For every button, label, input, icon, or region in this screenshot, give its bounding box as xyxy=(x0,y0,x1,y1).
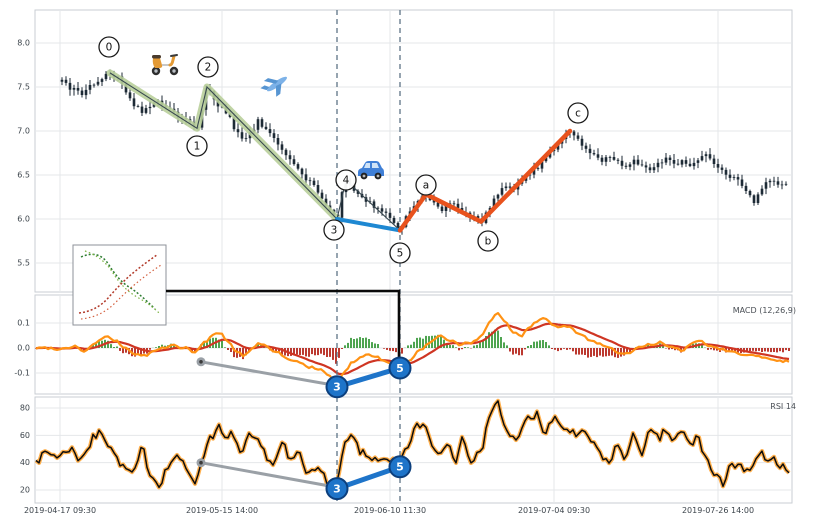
inset-connector-line xyxy=(166,289,401,366)
svg-text:b: b xyxy=(485,236,492,248)
macd-tick-label: 0.1 xyxy=(17,319,30,328)
gray-pointer-macd xyxy=(196,357,334,387)
marker-5-rsi[interactable]: 5 xyxy=(388,455,412,479)
svg-text:c: c xyxy=(575,108,581,120)
svg-text:5: 5 xyxy=(396,461,404,474)
rsi-line xyxy=(35,400,790,489)
svg-text:a: a xyxy=(423,180,429,192)
abc-orange-line xyxy=(397,128,573,233)
wave-3-5-blue-line xyxy=(335,217,402,233)
car-icon xyxy=(358,161,384,180)
svg-text:1: 1 xyxy=(194,141,201,153)
rsi-indicator-label: RSI 14 xyxy=(770,402,796,411)
date-tick-label: 2019-06-10 11:30 xyxy=(354,506,426,515)
airplane-icon xyxy=(260,76,287,97)
wave-label-5[interactable]: 5 xyxy=(389,242,411,264)
date-tick-label: 2019-04-17 09:30 xyxy=(24,506,96,515)
svg-text:5: 5 xyxy=(396,362,404,375)
macd-tick-label: -0.1 xyxy=(14,369,30,378)
svg-text:2: 2 xyxy=(205,62,212,74)
rsi-tick-label: 20 xyxy=(20,486,30,495)
scooter-icon xyxy=(151,54,179,76)
svg-text:5: 5 xyxy=(397,248,404,260)
wave-label-3[interactable]: 3 xyxy=(323,219,345,241)
wave-label-0[interactable]: 0 xyxy=(98,36,120,58)
price-tick-label: 6.5 xyxy=(17,170,30,179)
zigzag-thin-line xyxy=(109,72,401,231)
wave-label-b[interactable]: b xyxy=(477,230,499,252)
overlay-annotations: 3 5 3 5 xyxy=(72,244,412,501)
wave-label-1[interactable]: 1 xyxy=(186,135,208,157)
svg-text:4: 4 xyxy=(343,175,350,187)
price-tick-label: 7.0 xyxy=(17,126,30,135)
svg-text:0: 0 xyxy=(106,42,113,54)
date-tick-label: 2019-07-26 14:00 xyxy=(682,506,754,515)
wave-annotations: 0 1 2 3 4 5 a b c xyxy=(98,36,589,264)
gray-pointer-rsi xyxy=(196,458,334,489)
wave-label-2[interactable]: 2 xyxy=(197,56,219,78)
price-tick-label: 8.0 xyxy=(17,38,30,47)
macd-indicator-label: MACD (12,26,9) xyxy=(732,306,796,315)
date-tick-label: 2019-07-04 09:30 xyxy=(518,506,590,515)
indicator-layer xyxy=(34,312,791,490)
svg-text:3: 3 xyxy=(333,381,341,394)
price-tick-label: 7.5 xyxy=(17,82,30,91)
marker-5-macd[interactable]: 5 xyxy=(388,356,412,380)
macd-line xyxy=(35,312,790,388)
price-tick-label: 5.5 xyxy=(17,258,30,267)
marker-3-rsi[interactable]: 3 xyxy=(325,477,349,501)
macd-signal-line xyxy=(35,322,790,376)
macd-tick-label: 0.0 xyxy=(17,344,30,353)
rsi-tick-label: 40 xyxy=(20,458,30,467)
svg-text:3: 3 xyxy=(333,482,341,495)
inset-thumbnail[interactable] xyxy=(72,244,167,326)
wave-label-4[interactable]: 4 xyxy=(335,169,357,191)
price-tick-label: 6.0 xyxy=(17,214,30,223)
rsi-panel xyxy=(34,396,793,504)
wave-label-a[interactable]: a xyxy=(415,174,437,196)
wave-label-c[interactable]: c xyxy=(567,102,589,124)
svg-text:3: 3 xyxy=(331,225,338,237)
rsi-tick-label: 60 xyxy=(20,431,30,440)
marker-3-macd[interactable]: 3 xyxy=(325,375,349,399)
date-tick-label: 2019-05-15 14:00 xyxy=(186,506,258,515)
rsi-tick-label: 80 xyxy=(20,404,30,413)
